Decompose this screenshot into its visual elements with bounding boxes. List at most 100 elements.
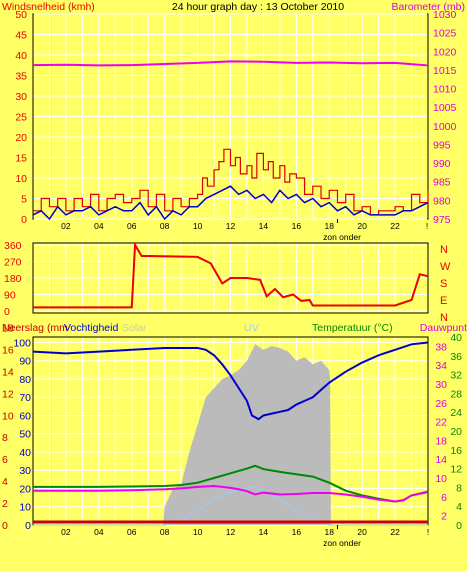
dewpoint-line bbox=[33, 484, 429, 503]
hour-tick-label: 18 bbox=[325, 221, 335, 231]
temperature-tick-label: 14 bbox=[435, 454, 447, 466]
direction-tick-label: 90 bbox=[4, 290, 16, 302]
temperature-tick-label: 16 bbox=[450, 445, 462, 457]
wind-tick-label: 10 bbox=[15, 173, 27, 185]
wind-tick-label: 0 bbox=[21, 214, 27, 226]
temperature-tick-label: 22 bbox=[435, 417, 447, 429]
series-lines bbox=[32, 60, 429, 526]
temperature-tick-label: 12 bbox=[450, 464, 462, 476]
chart-title: 24 hour graph day : 13 October 2010 bbox=[172, 1, 344, 13]
hour-tick-label: 08 bbox=[160, 221, 170, 231]
hour-tick-label: 14 bbox=[259, 527, 269, 537]
hour-tick-label: 12 bbox=[226, 221, 236, 231]
hour-tick-label: 22 bbox=[390, 221, 400, 231]
barometer-tick-label: 1000 bbox=[433, 121, 457, 133]
rain-tick-label: 18 bbox=[2, 322, 14, 334]
hour-tick-label: 10 bbox=[193, 527, 203, 537]
sun-marker-label-top: zon onder bbox=[323, 232, 361, 242]
hour-tick-label: 16 bbox=[292, 221, 302, 231]
temperature-tick-label: 38 bbox=[435, 341, 447, 353]
hour-tick-label: 14 bbox=[259, 221, 269, 231]
wind-tick-label: 15 bbox=[15, 153, 27, 165]
hour-tick-label: 16 bbox=[292, 527, 302, 537]
humidity-tick-label: 100 bbox=[13, 337, 31, 349]
barometer-tick-label: 1025 bbox=[433, 28, 457, 40]
hour-tick-label: 20 bbox=[357, 527, 367, 537]
temperature-tick-label: 28 bbox=[450, 388, 462, 400]
temperature-tick-label: 10 bbox=[435, 473, 447, 485]
humidity-tick-label: 90 bbox=[19, 356, 31, 368]
wind-tick-label: 25 bbox=[15, 112, 27, 124]
wind-average-line bbox=[32, 185, 429, 221]
barometer-axis-label: Barometer (mb) bbox=[391, 1, 465, 13]
humidity-tick-label: 20 bbox=[19, 483, 31, 495]
temperature-tick-label: 26 bbox=[435, 398, 447, 410]
rain-tick-label: 0 bbox=[2, 520, 8, 532]
temperature-tick-label: 4 bbox=[456, 501, 462, 513]
barometer-tick-label: 995 bbox=[433, 139, 451, 151]
hour-tick-label: 06 bbox=[127, 221, 137, 231]
hour-tick-label: ! bbox=[426, 221, 428, 231]
barometer-tick-label: 1015 bbox=[433, 65, 457, 77]
wind-tick-label: 5 bbox=[21, 194, 27, 206]
sun-marker-label-bottom: zon onder bbox=[323, 538, 361, 548]
hour-tick-label: ! bbox=[427, 527, 429, 537]
direction-tick-label: 180 bbox=[4, 273, 22, 285]
compass-label: W bbox=[440, 261, 451, 273]
rain-tick-label: 4 bbox=[2, 476, 8, 488]
wind-direction-line bbox=[33, 241, 429, 309]
humidity-tick-label: 60 bbox=[19, 410, 31, 422]
hour-tick-label: 08 bbox=[160, 527, 170, 537]
temperature-tick-label: 18 bbox=[435, 435, 447, 447]
rain-tick-label: 10 bbox=[2, 410, 14, 422]
wind-tick-label: 35 bbox=[15, 71, 27, 83]
uv-line bbox=[33, 486, 428, 526]
wind-gust-line bbox=[33, 148, 429, 216]
humidity-tick-label: 70 bbox=[19, 392, 31, 404]
temperature-tick-label: 32 bbox=[450, 370, 462, 382]
barometer-tick-label: 1005 bbox=[433, 102, 457, 114]
wind-tick-label: 20 bbox=[15, 132, 27, 144]
barometer-tick-label: 980 bbox=[433, 195, 451, 207]
temperature-tick-label: 2 bbox=[441, 511, 447, 523]
hour-tick-label: 02 bbox=[61, 527, 71, 537]
compass-label: N bbox=[440, 312, 448, 324]
humidity-tick-label: 80 bbox=[19, 374, 31, 386]
hour-tick-label: 10 bbox=[193, 221, 203, 231]
temperature-tick-label: 8 bbox=[456, 482, 462, 494]
solar-axis-label: Solar bbox=[122, 322, 147, 334]
hour-tick-label: 12 bbox=[226, 527, 236, 537]
wind-tick-label: 50 bbox=[15, 9, 27, 21]
barometer-tick-label: 975 bbox=[433, 214, 451, 226]
temperature-tick-label: 6 bbox=[441, 492, 447, 504]
rain-tick-label: 8 bbox=[2, 432, 8, 444]
barometer-tick-label: 1010 bbox=[433, 84, 457, 96]
hour-tick-label: 02 bbox=[61, 221, 71, 231]
temperature-tick-label: 34 bbox=[435, 360, 447, 372]
rain-tick-label: 6 bbox=[2, 454, 8, 466]
humidity-tick-label: 10 bbox=[19, 502, 31, 514]
wind-tick-label: 45 bbox=[15, 30, 27, 42]
direction-tick-label: 0 bbox=[4, 306, 10, 318]
rain-tick-label: 2 bbox=[2, 498, 8, 510]
temperature-tick-label: 0 bbox=[456, 520, 462, 532]
wind-axis-label: Windsnelheid (kmh) bbox=[2, 1, 95, 13]
hour-tick-label: 06 bbox=[127, 527, 137, 537]
temperature-axis-label: Temperatuur (°C) bbox=[312, 322, 393, 334]
hour-tick-label: 18 bbox=[325, 527, 335, 537]
barometer-tick-label: 1020 bbox=[433, 46, 457, 58]
hour-tick-label: 22 bbox=[390, 527, 400, 537]
rain-tick-label: 14 bbox=[2, 366, 14, 378]
barometer-tick-label: 985 bbox=[433, 177, 451, 189]
temperature-tick-label: 20 bbox=[450, 426, 462, 438]
direction-tick-label: 270 bbox=[4, 257, 22, 269]
temperature-tick-label: 40 bbox=[450, 332, 462, 344]
temperature-tick-label: 36 bbox=[450, 351, 462, 363]
compass-label: E bbox=[440, 295, 447, 307]
rain-axis-label: Neerslag (mm bbox=[2, 322, 68, 334]
humidity-tick-label: 40 bbox=[19, 447, 31, 459]
barometer-line bbox=[32, 60, 429, 67]
solar-area bbox=[33, 344, 428, 525]
dewpoint-axis-label: Dauwpunt bbox=[420, 322, 467, 334]
